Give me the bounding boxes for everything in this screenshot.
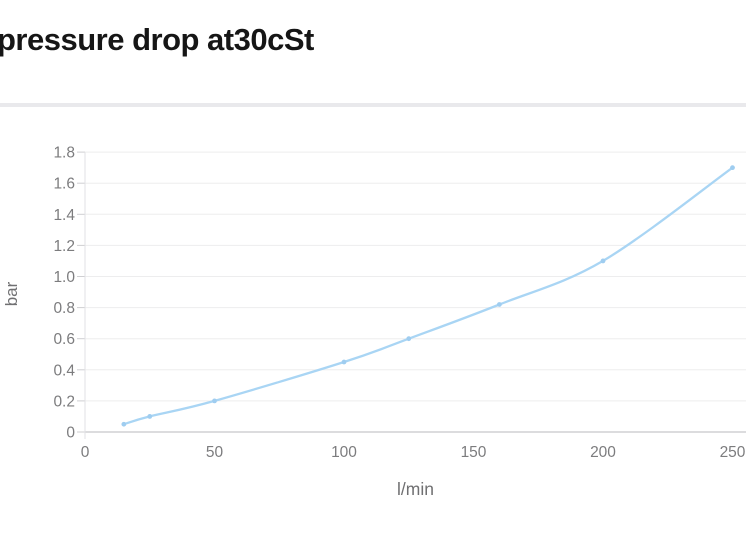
data-point-marker: [730, 165, 735, 171]
y-tick-label: 1.8: [53, 145, 75, 162]
y-tick-label: 1.4: [53, 207, 75, 224]
y-tick-label: 1.0: [53, 269, 75, 286]
line-chart: 0 0.2 0.4 0.6 0.8 1.0 1.2 1.4 1.6 1.8 0 50 100 150 200…: [0, 112, 746, 542]
x-axis-title: l/min: [397, 479, 434, 499]
x-tick-label: 0: [81, 444, 90, 461]
y-tick-label: 0: [66, 425, 75, 442]
y-tick-label: 0.8: [53, 300, 75, 317]
y-tick-label: 1.6: [53, 176, 75, 193]
x-tick-label: 250: [720, 444, 746, 461]
y-tick-label: 1.2: [53, 238, 75, 255]
x-tick-label: 100: [331, 444, 357, 461]
data-series-line: [122, 166, 734, 426]
y-tick-label: 0.2: [53, 393, 75, 410]
x-tick-label: 200: [590, 444, 616, 461]
data-point-marker: [497, 302, 502, 307]
x-tick-label: 50: [206, 444, 224, 461]
chart-title: pressure drop at30cSt: [0, 22, 314, 57]
y-tick-label: 0.4: [53, 362, 75, 379]
x-tick-label: 150: [461, 444, 487, 461]
data-point-marker: [600, 258, 606, 264]
data-point-marker: [121, 421, 127, 427]
y-tick-label: 0.6: [53, 331, 75, 348]
header-divider: [0, 103, 746, 107]
data-point-marker: [406, 336, 412, 342]
y-axis-title: bar: [2, 281, 21, 306]
chart-canvas: 0 0.2 0.4 0.6 0.8 1.0 1.2 1.4 1.6 1.8 0 50 100 150 200…: [2, 145, 746, 499]
data-point-marker: [212, 398, 217, 404]
data-point-marker: [341, 359, 347, 365]
data-point-marker: [147, 414, 153, 419]
